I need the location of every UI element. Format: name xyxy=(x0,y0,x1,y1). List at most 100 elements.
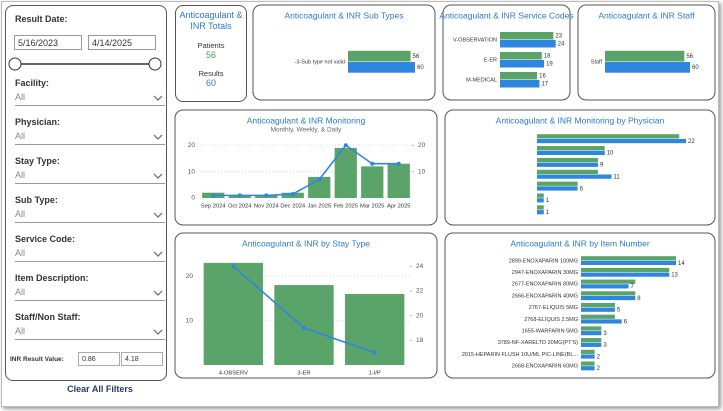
chart-title: Anticoagulant & INR Sub Types xyxy=(285,10,404,20)
bar xyxy=(581,366,595,371)
chevron xyxy=(153,134,163,140)
data-label: 16 xyxy=(539,74,546,80)
category-label: V-OBSERVATION xyxy=(453,37,497,43)
data-label: 6 xyxy=(580,186,584,192)
totals-card: Anticoagulant & INR Totals Patients 56 Res… xyxy=(175,5,247,102)
dropdown[interactable]: All xyxy=(15,248,165,262)
inr-max[interactable]: 4.18 xyxy=(121,352,163,366)
x-tick-label: Apr 2025 xyxy=(387,204,411,210)
bar xyxy=(361,166,384,198)
chart-title: Anticoagulant & INR Staff xyxy=(598,10,695,20)
line-point xyxy=(231,264,236,269)
bar xyxy=(537,146,605,151)
dropdown[interactable]: All xyxy=(15,92,165,106)
data-label: 11 xyxy=(614,174,621,180)
data-label: 18 xyxy=(544,54,551,60)
category-label: 2668-ENOXAPARIN 60MG xyxy=(512,364,578,370)
line-point xyxy=(372,350,377,355)
slider-handle[interactable] xyxy=(148,57,162,71)
bar xyxy=(581,349,595,354)
line-point xyxy=(264,193,269,198)
line-point xyxy=(317,177,322,182)
x-tick-label: Jan 2025 xyxy=(307,204,331,210)
chevron-path xyxy=(153,251,163,257)
data-label: 7 xyxy=(631,284,635,290)
chevron-path xyxy=(153,212,163,218)
y-tick-label: 20 xyxy=(188,142,196,149)
line-point xyxy=(237,193,242,198)
bar xyxy=(203,262,264,365)
data-label: 8 xyxy=(637,296,641,302)
data-label: 1 xyxy=(546,198,550,204)
filter-label: Physician: xyxy=(15,117,61,127)
chevron xyxy=(153,173,163,179)
clear-filters[interactable]: Clear All Filters xyxy=(67,384,133,394)
slider-handle[interactable] xyxy=(8,57,22,71)
bar xyxy=(581,279,636,284)
chart-title: Anticoagulant & INR by Stay Type xyxy=(242,238,370,248)
data-label: 17 xyxy=(541,82,548,88)
data-label: 3 xyxy=(603,343,607,349)
bar xyxy=(581,307,615,312)
line-point xyxy=(290,192,295,197)
dropdown[interactable]: All xyxy=(15,131,165,145)
category-label: 3789-NF-XARELTO 20MG(PT'S) xyxy=(498,340,578,346)
bar xyxy=(537,193,544,198)
dropdown[interactable]: All xyxy=(15,209,165,223)
bar xyxy=(581,342,602,347)
bar xyxy=(537,162,598,167)
bar xyxy=(537,186,578,191)
bar xyxy=(500,80,540,88)
y2-tick-label: 20 xyxy=(416,312,424,319)
bar xyxy=(581,338,602,343)
category-label: 1655-WARFARIN 5MG xyxy=(522,329,578,335)
bar xyxy=(581,302,615,308)
bar xyxy=(581,291,636,296)
filter-label: INR Result Value: xyxy=(10,356,64,363)
chevron-path xyxy=(153,329,163,335)
bar xyxy=(274,285,334,365)
dropdown[interactable]: All xyxy=(15,170,165,184)
date-end[interactable]: 4/14/2025 xyxy=(88,35,156,50)
y2-tick-label: 22 xyxy=(416,288,424,295)
y-tick-label: 0 xyxy=(191,195,195,202)
bar xyxy=(581,260,676,266)
bar xyxy=(387,163,410,198)
date-slider[interactable] xyxy=(6,54,166,74)
data-label: 10 xyxy=(607,151,614,157)
date-start[interactable]: 5/16/2023 xyxy=(14,35,82,50)
data-label: 13 xyxy=(671,272,678,278)
bar xyxy=(348,62,415,73)
filter-label: Sub Type: xyxy=(15,195,58,205)
bar xyxy=(581,256,676,261)
bar xyxy=(500,72,538,80)
chevron-path xyxy=(153,290,163,296)
line-point xyxy=(370,161,375,166)
dropdown[interactable]: All xyxy=(15,326,165,340)
dropdown[interactable]: All xyxy=(15,287,165,301)
line-point xyxy=(396,161,401,166)
bar xyxy=(537,138,686,144)
total-value: 56 xyxy=(205,50,216,60)
bar xyxy=(500,32,554,40)
line-point xyxy=(211,193,216,198)
chart-subtitle: Monthly, Weekly, & Daily xyxy=(271,127,343,134)
inr-min[interactable]: 0.86 xyxy=(78,352,120,366)
data-label: 2 xyxy=(597,366,601,372)
bar xyxy=(581,295,636,301)
y-tick-label: 20 xyxy=(186,273,194,280)
bar xyxy=(537,134,680,139)
y2-tick-label: 24 xyxy=(416,263,424,270)
bar xyxy=(537,205,544,210)
filter-label: Stay Type: xyxy=(15,156,60,166)
total-label: Patients xyxy=(197,41,225,50)
filter-label: Item Description: xyxy=(15,273,89,283)
bar xyxy=(581,267,670,273)
chart-title: Anticoagulant & INR Service Codes xyxy=(439,10,573,20)
bar xyxy=(348,50,411,62)
bar xyxy=(537,157,598,163)
bar xyxy=(581,284,629,289)
filter-label: Staff/Non Staff: xyxy=(15,312,81,322)
line-point xyxy=(302,326,306,330)
